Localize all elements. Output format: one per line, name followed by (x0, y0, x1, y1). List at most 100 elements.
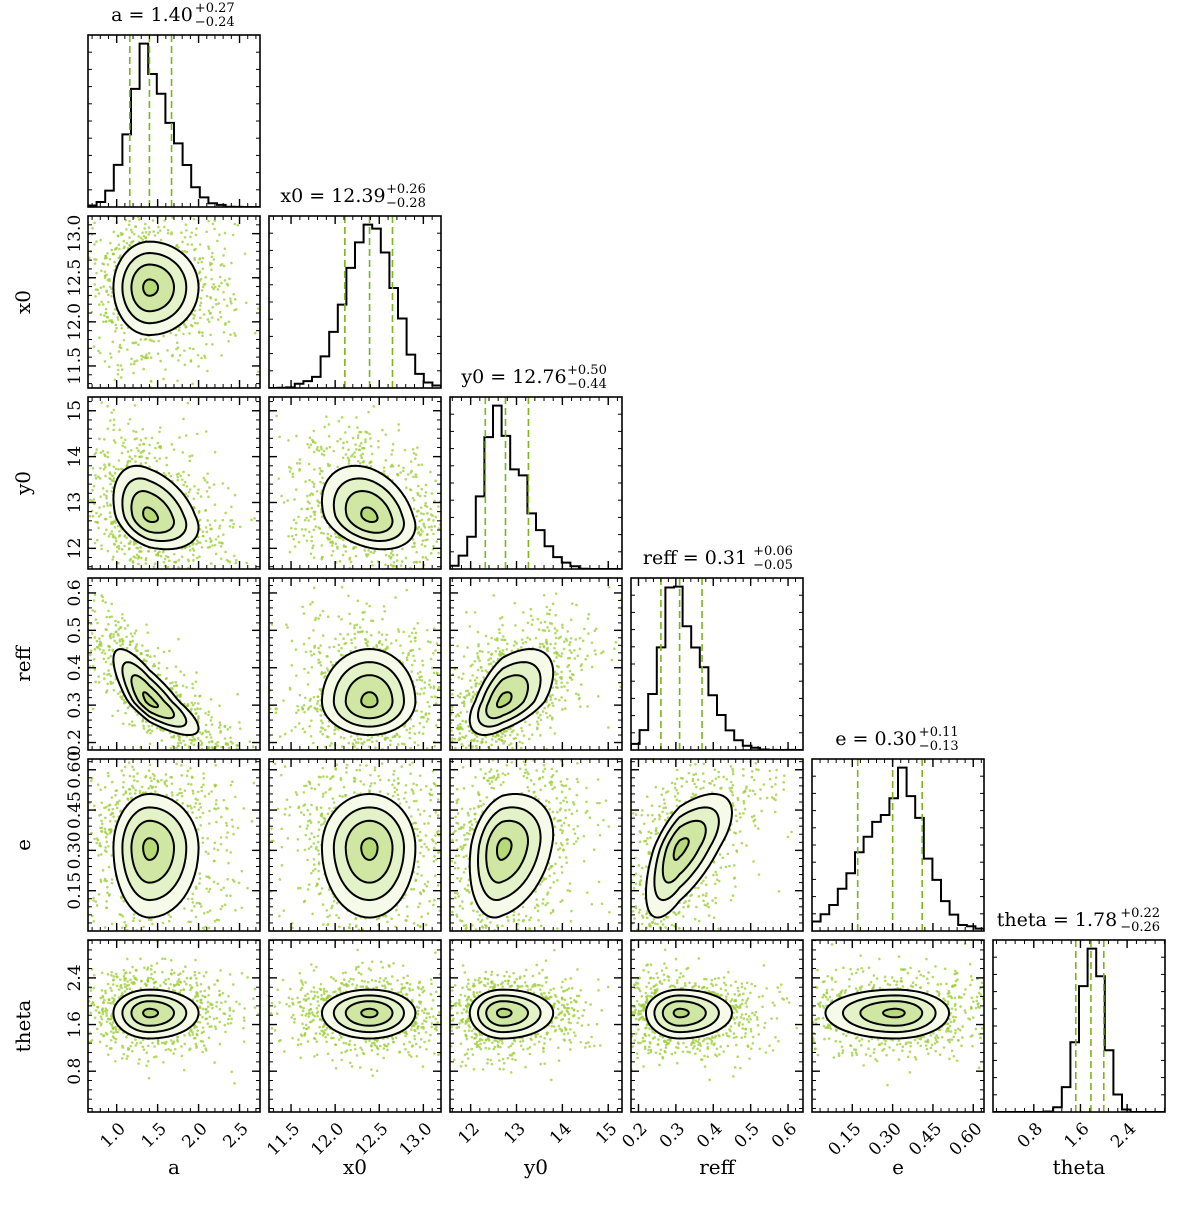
sample-point (149, 655, 152, 658)
sample-point (208, 741, 211, 744)
sample-point (428, 679, 431, 682)
sample-point (94, 295, 97, 298)
sample-point (324, 671, 327, 674)
sample-point (187, 560, 190, 563)
sample-point (402, 470, 405, 473)
sample-point (203, 765, 206, 768)
sample-point (212, 223, 215, 226)
sample-point (444, 563, 447, 566)
sample-point (328, 382, 331, 385)
sample-point (208, 486, 211, 489)
sample-point (410, 640, 413, 643)
sample-point (222, 254, 225, 257)
sample-point (73, 299, 76, 302)
sample-point (98, 506, 101, 509)
sample-point (135, 649, 138, 652)
sample-point (360, 456, 363, 459)
sample-point (107, 294, 110, 297)
sample-point (315, 525, 318, 528)
sample-point (428, 705, 431, 708)
sample-point (143, 727, 146, 730)
sample-point (359, 445, 362, 448)
sample-point (307, 671, 310, 674)
sample-point (168, 472, 171, 475)
sample-point (117, 369, 120, 372)
sample-point (158, 202, 161, 205)
sample-point (434, 525, 437, 528)
sample-point (188, 460, 191, 463)
sample-point (311, 439, 314, 442)
sample-point (82, 484, 85, 487)
sample-point (195, 210, 198, 213)
sample-point (410, 470, 413, 473)
sample-point (422, 732, 425, 735)
sample-point (176, 379, 179, 382)
sample-point (426, 512, 429, 515)
sample-point (112, 429, 115, 432)
sample-point (384, 564, 387, 567)
sample-point (340, 736, 343, 739)
sample-point (319, 527, 322, 530)
sample-point (374, 550, 377, 553)
sample-point (218, 233, 221, 236)
sample-point (218, 285, 221, 288)
sample-point (113, 231, 116, 234)
sample-point (185, 229, 188, 232)
sample-point (104, 601, 107, 604)
sample-point (343, 737, 346, 740)
sample-point (177, 559, 180, 562)
sample-point (310, 719, 313, 722)
sample-point (145, 457, 148, 460)
sample-point (414, 732, 417, 735)
sample-point (317, 501, 320, 504)
sample-point (186, 251, 189, 254)
sample-point (353, 455, 356, 458)
sample-point (99, 239, 102, 242)
sample-point (234, 334, 237, 337)
sample-point (117, 318, 120, 321)
sample-point (199, 270, 202, 273)
sample-point (218, 527, 221, 530)
sample-point (244, 252, 247, 255)
sample-point (304, 731, 307, 734)
sample-point (298, 722, 301, 725)
sample-point (222, 291, 225, 294)
sample-point (198, 601, 201, 604)
sample-point (189, 738, 192, 741)
sample-point (295, 522, 298, 525)
sample-point (347, 448, 350, 451)
sample-point (319, 467, 322, 470)
sample-point (121, 452, 124, 455)
sample-point (222, 482, 225, 485)
sample-point (149, 732, 152, 735)
sample-point (94, 648, 97, 651)
sample-point (421, 543, 424, 546)
sample-point (277, 477, 280, 480)
title-plus-error: +0.26 (386, 182, 426, 197)
sample-point (227, 487, 230, 490)
sample-point (430, 525, 433, 528)
sample-point (178, 436, 181, 439)
sample-point (114, 379, 117, 382)
sample-point (308, 479, 311, 482)
sample-point (99, 352, 102, 355)
sample-point (220, 354, 223, 357)
sample-point (192, 348, 195, 351)
sample-point (364, 752, 367, 755)
sample-point (305, 517, 308, 520)
sample-point (188, 455, 191, 458)
sample-point (90, 649, 93, 652)
sample-point (98, 637, 101, 640)
sample-point (158, 430, 161, 433)
sample-point (346, 575, 349, 578)
sample-point (166, 464, 169, 467)
sample-point (229, 561, 232, 564)
sample-point (120, 232, 123, 235)
title-value: a = 1.40 (111, 4, 193, 26)
sample-point (135, 629, 138, 632)
sample-point (295, 648, 298, 651)
sample-point (197, 365, 200, 368)
sample-point (128, 723, 131, 726)
sample-point (120, 327, 123, 330)
panel-title-a: a = 1.40+0.27−0.24 (111, 1, 234, 30)
